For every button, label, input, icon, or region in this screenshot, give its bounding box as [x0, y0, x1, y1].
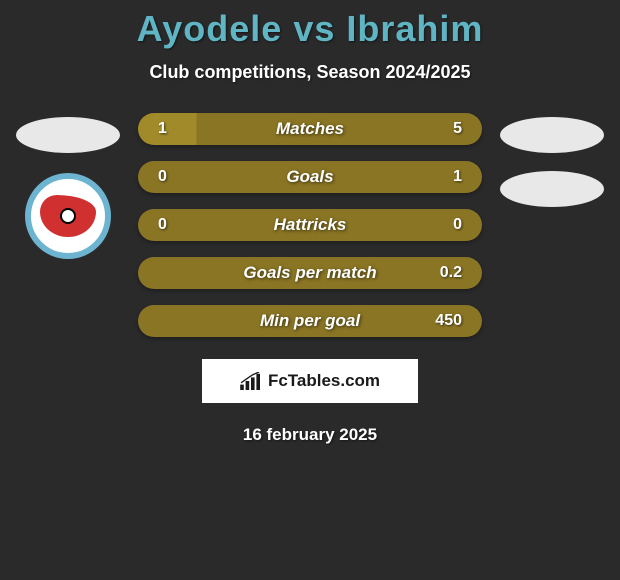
- stat-bar: Min per goal450: [138, 305, 482, 337]
- stat-right-value: 5: [422, 120, 462, 138]
- stat-left-value: 0: [158, 216, 198, 234]
- brand-box: FcTables.com: [202, 359, 418, 403]
- football-icon: [60, 208, 76, 224]
- stat-right-value: 0.2: [422, 264, 462, 282]
- player-right-avatar-1: [500, 117, 604, 153]
- stat-bar: 0Hattricks0: [138, 209, 482, 241]
- stat-bar: 1Matches5: [138, 113, 482, 145]
- stats-column: 1Matches50Goals10Hattricks0Goals per mat…: [128, 113, 492, 337]
- stat-bar: 0Goals1: [138, 161, 482, 193]
- stat-bar: Goals per match0.2: [138, 257, 482, 289]
- chart-icon: [240, 372, 262, 390]
- stat-left-value: 1: [158, 120, 198, 138]
- page-title: Ayodele vs Ibrahim: [0, 8, 620, 50]
- player-right-avatar-2: [500, 171, 604, 207]
- player-left-avatar: [16, 117, 120, 153]
- stat-right-value: 450: [422, 312, 462, 330]
- club-badge-left: [25, 173, 111, 259]
- stat-label: Goals per match: [198, 263, 422, 283]
- comparison-section: 1Matches50Goals10Hattricks0Goals per mat…: [0, 113, 620, 337]
- stat-left-value: 0: [158, 168, 198, 186]
- player-left-column: [8, 113, 128, 259]
- stat-label: Goals: [198, 167, 422, 187]
- stat-right-value: 0: [422, 216, 462, 234]
- date-text: 16 february 2025: [0, 425, 620, 445]
- stat-label: Min per goal: [198, 311, 422, 331]
- club-badge-shape: [40, 195, 96, 237]
- stat-right-value: 1: [422, 168, 462, 186]
- brand-text: FcTables.com: [268, 371, 380, 391]
- stat-label: Hattricks: [198, 215, 422, 235]
- stat-label: Matches: [198, 119, 422, 139]
- player-right-column: [492, 113, 612, 207]
- subtitle: Club competitions, Season 2024/2025: [0, 62, 620, 83]
